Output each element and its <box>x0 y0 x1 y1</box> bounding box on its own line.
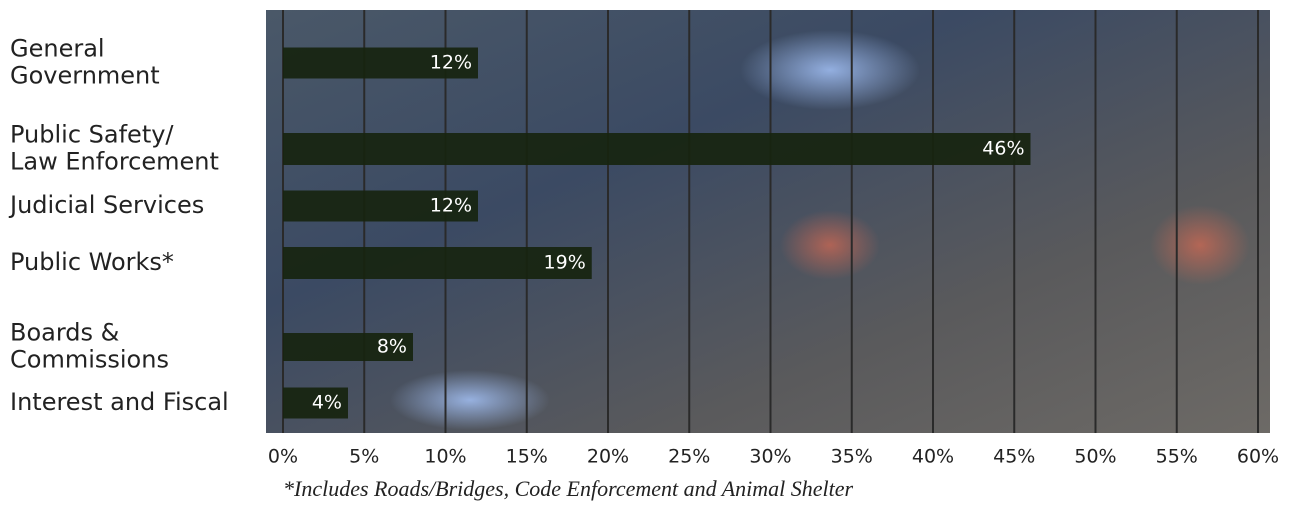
x-tick-label: 5% <box>349 446 379 468</box>
category-label: Boards & <box>10 319 119 347</box>
footnote: *Includes Roads/Bridges, Code Enforcemen… <box>283 476 854 501</box>
category-label: Law Enforcement <box>10 148 219 176</box>
category-label: Judicial Services <box>8 191 204 219</box>
x-tick-label: 10% <box>424 446 466 468</box>
background-light <box>1150 205 1250 285</box>
x-tick-label: 30% <box>749 446 791 468</box>
bar <box>283 133 1031 165</box>
x-tick-label: 60% <box>1237 446 1279 468</box>
bar <box>283 333 413 361</box>
background-light <box>740 30 920 110</box>
x-tick-label: 45% <box>993 446 1035 468</box>
value-label: 19% <box>544 252 586 274</box>
bar <box>283 247 592 279</box>
x-tick-label: 55% <box>1156 446 1198 468</box>
x-tick-label: 35% <box>831 446 873 468</box>
x-tick-label: 20% <box>587 446 629 468</box>
x-tick-label: 0% <box>268 446 298 468</box>
x-tick-label: 25% <box>668 446 710 468</box>
category-label: Public Works* <box>10 248 174 276</box>
background-light <box>780 210 880 280</box>
x-tick-label: 50% <box>1074 446 1116 468</box>
x-tick-label: 15% <box>506 446 548 468</box>
value-label: 12% <box>430 195 472 217</box>
background-light <box>390 370 550 430</box>
value-label: 12% <box>430 52 472 74</box>
category-label: Interest and Fiscal <box>10 388 229 416</box>
value-label: 8% <box>377 336 407 358</box>
category-label: Public Safety/ <box>10 121 174 149</box>
category-label: Government <box>10 62 160 90</box>
bar <box>283 387 348 419</box>
bar <box>283 190 478 222</box>
x-tick-label: 40% <box>912 446 954 468</box>
value-label: 46% <box>982 138 1024 160</box>
category-label: Commissions <box>10 346 169 374</box>
value-label: 4% <box>312 392 342 414</box>
category-label: General <box>10 35 105 63</box>
bar <box>283 47 478 79</box>
